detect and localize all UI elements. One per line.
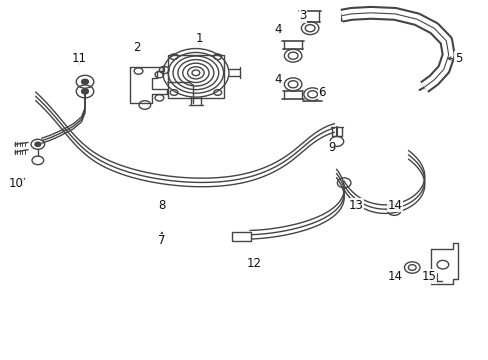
- Text: 12: 12: [246, 257, 261, 270]
- Text: 3: 3: [299, 9, 306, 22]
- Text: 7: 7: [158, 234, 165, 247]
- Text: 1: 1: [196, 32, 203, 45]
- Text: 15: 15: [421, 270, 436, 283]
- Text: 14: 14: [387, 198, 402, 212]
- Text: 10: 10: [8, 177, 23, 190]
- Circle shape: [81, 89, 88, 94]
- Text: 4: 4: [274, 23, 282, 36]
- Text: 5: 5: [454, 52, 461, 65]
- Text: 4: 4: [274, 73, 282, 86]
- Circle shape: [35, 142, 41, 147]
- Text: 8: 8: [158, 198, 165, 212]
- Text: 2: 2: [133, 41, 140, 54]
- Text: 11: 11: [72, 52, 86, 65]
- FancyBboxPatch shape: [232, 232, 250, 241]
- FancyBboxPatch shape: [167, 55, 224, 98]
- Text: 9: 9: [327, 141, 335, 154]
- Text: 6: 6: [318, 86, 325, 99]
- Circle shape: [81, 79, 88, 84]
- Text: 14: 14: [387, 270, 402, 283]
- Text: 13: 13: [348, 198, 363, 212]
